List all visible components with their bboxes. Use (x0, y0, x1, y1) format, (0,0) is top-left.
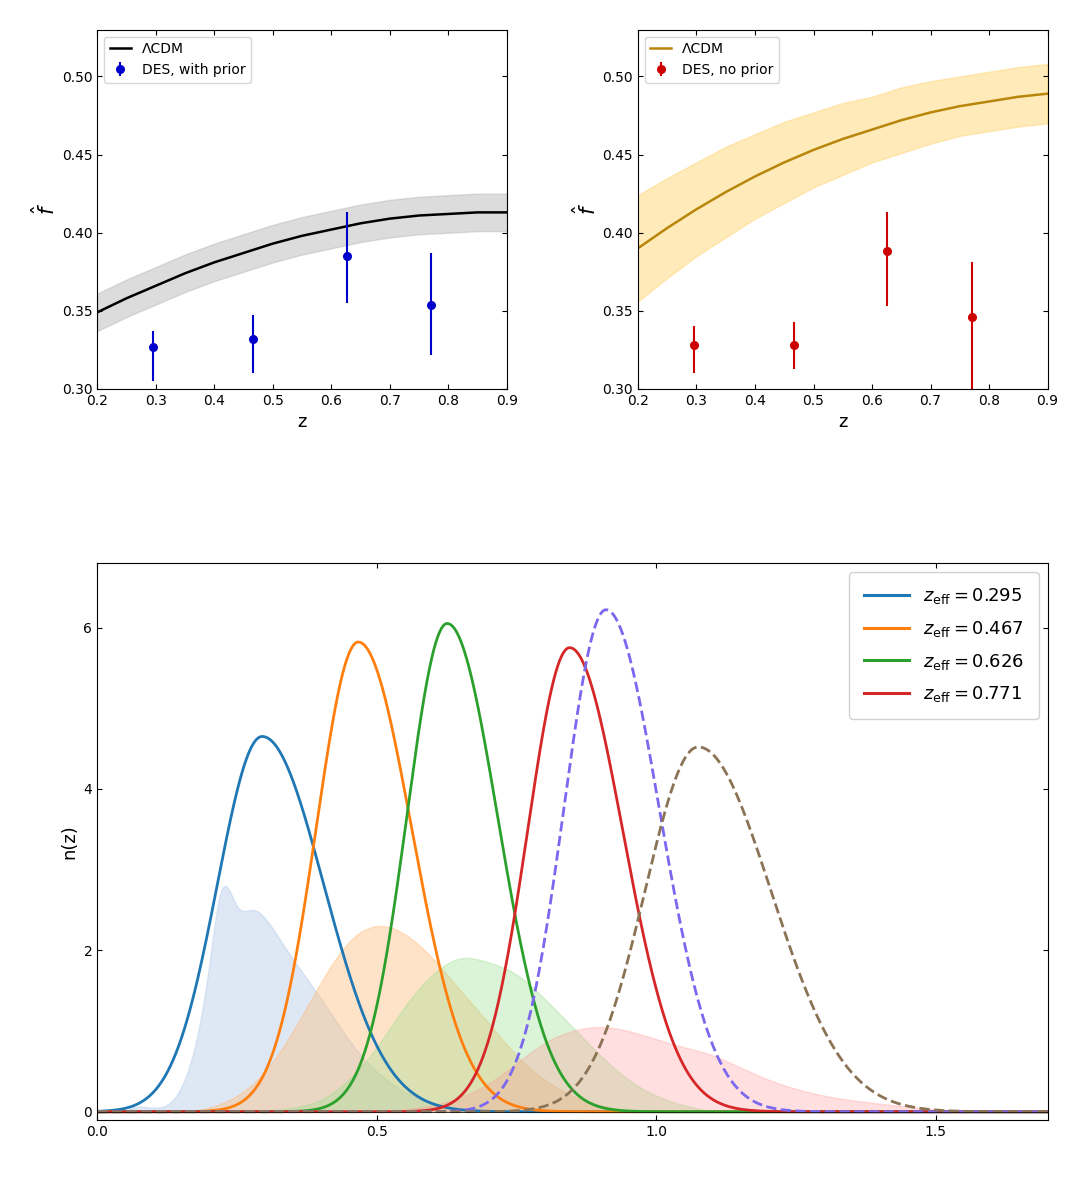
ΛCDM (748, 169, 761, 184)
ΛCDM (500, 205, 513, 219)
ΛCDM (983, 95, 996, 109)
ΛCDM (661, 220, 674, 235)
ΛCDM (120, 292, 133, 306)
ΛCDM (807, 142, 820, 156)
ΛCDM (325, 223, 338, 237)
Legend: ΛCDM, DES, no prior: ΛCDM, DES, no prior (645, 37, 780, 83)
ΛCDM (954, 100, 967, 114)
ΛCDM (442, 207, 455, 222)
X-axis label: z: z (838, 414, 848, 431)
ΛCDM (207, 255, 220, 269)
Y-axis label: $\hat{f}$: $\hat{f}$ (31, 204, 59, 216)
ΛCDM (836, 132, 849, 146)
ΛCDM (719, 185, 732, 199)
Y-axis label: n(z): n(z) (59, 824, 78, 859)
ΛCDM (1012, 90, 1025, 104)
Y-axis label: $\hat{f}$: $\hat{f}$ (572, 204, 599, 216)
Line: ΛCDM: ΛCDM (638, 94, 1048, 249)
ΛCDM (778, 155, 791, 169)
Line: ΛCDM: ΛCDM (97, 212, 507, 313)
ΛCDM (354, 216, 367, 230)
ΛCDM (237, 245, 249, 260)
ΛCDM (895, 113, 908, 127)
ΛCDM (1041, 87, 1054, 101)
ΛCDM (632, 242, 645, 256)
Legend: ΛCDM, DES, with prior: ΛCDM, DES, with prior (104, 37, 251, 83)
ΛCDM (383, 211, 396, 225)
ΛCDM (690, 203, 703, 217)
ΛCDM (178, 267, 191, 281)
ΛCDM (296, 229, 309, 243)
ΛCDM (267, 237, 280, 251)
X-axis label: z: z (297, 414, 307, 431)
ΛCDM (91, 306, 104, 320)
ΛCDM (413, 209, 426, 223)
ΛCDM (924, 105, 937, 120)
ΛCDM (865, 122, 878, 136)
ΛCDM (149, 278, 162, 293)
ΛCDM (471, 205, 484, 219)
Legend: $z_{\mathrm{eff}} = 0.295$, $z_{\mathrm{eff}} = 0.467$, $z_{\mathrm{eff}} = 0.62: $z_{\mathrm{eff}} = 0.295$, $z_{\mathrm{… (849, 572, 1039, 719)
